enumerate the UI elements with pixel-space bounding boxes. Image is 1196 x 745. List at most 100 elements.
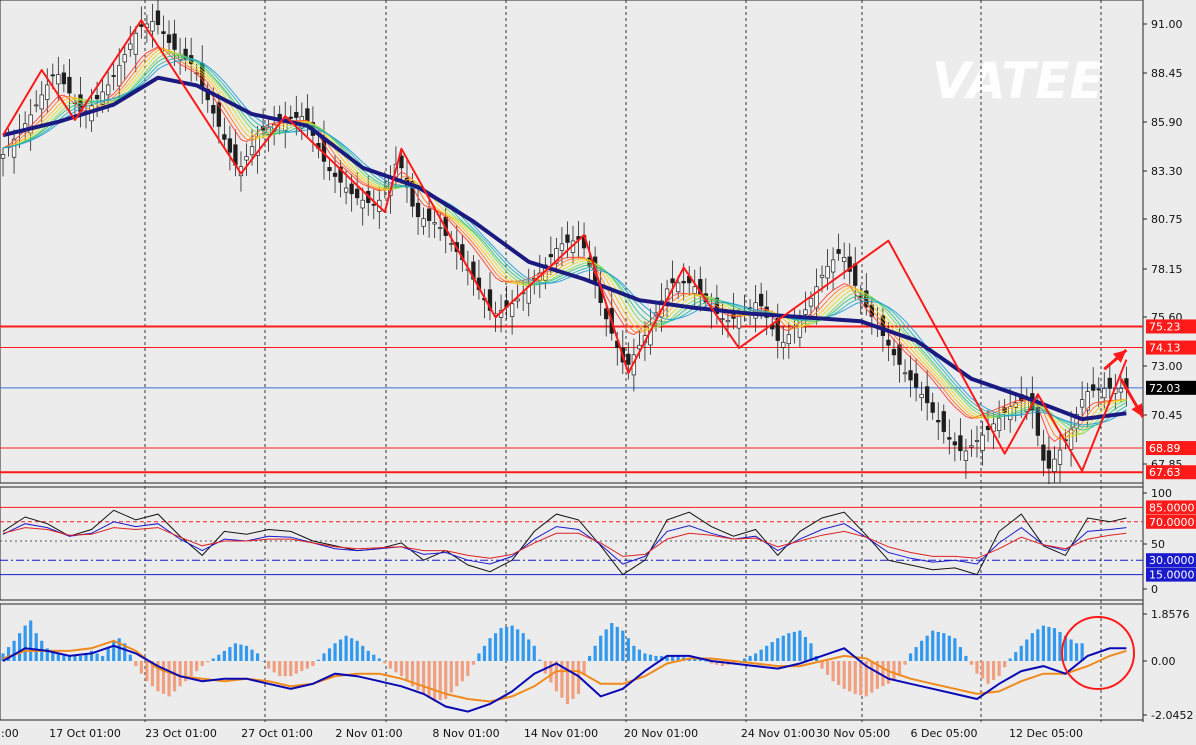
macd-histogram-bar: [399, 661, 404, 677]
macd-histogram-bar: [477, 653, 481, 661]
macd-histogram-bar: [239, 644, 243, 661]
macd-histogram-bar: [671, 655, 675, 661]
macd-histogram-bar: [34, 633, 38, 661]
candle-body: [681, 280, 686, 284]
macd-histogram-bar: [150, 661, 155, 687]
macd-histogram-bar: [167, 661, 171, 697]
candle-body: [161, 31, 166, 34]
candle-body: [969, 445, 974, 448]
macd-histogram-bar: [12, 640, 16, 661]
macd-histogram-bar: [338, 639, 343, 661]
candle-body: [1107, 377, 1112, 389]
candle-body: [847, 256, 852, 272]
macd-histogram-bar: [222, 650, 226, 661]
macd-histogram-bar: [488, 638, 492, 661]
macd-histogram-bar: [626, 638, 630, 661]
macd-histogram-bar: [145, 661, 149, 682]
candle-body: [509, 303, 515, 317]
candle-body: [338, 166, 343, 183]
current-price-tag-bg: [1146, 380, 1196, 395]
macd-histogram-bar: [532, 645, 536, 661]
macd-histogram-bar: [344, 635, 348, 661]
x-tick-label: 23 Oct 01:00: [145, 727, 217, 740]
candle-body: [355, 188, 360, 199]
macd-histogram-bar: [820, 661, 824, 669]
candle-body: [0, 154, 6, 159]
x-tick-label: 12 Dec 05:00: [1009, 727, 1083, 740]
candle-body: [1057, 449, 1063, 465]
candle-body: [105, 84, 111, 96]
ribbon-ma-line: [2, 59, 1127, 426]
macd-histogram-bar: [449, 661, 453, 693]
macd-histogram-bar: [1025, 639, 1029, 661]
candle-body: [565, 234, 570, 243]
macd-histogram-bar: [643, 653, 647, 661]
macd-histogram-bar: [665, 655, 669, 661]
osc-y-tick-label: 100: [1151, 487, 1172, 500]
macd-histogram-bar: [444, 661, 448, 699]
macd-histogram-bar: [1030, 633, 1034, 661]
macd-histogram-bar: [875, 661, 879, 689]
candle-body: [327, 167, 332, 172]
macd-histogram-bar: [289, 661, 293, 677]
macd-histogram-bar: [975, 661, 979, 674]
ribbon-ma-line: [2, 57, 1127, 428]
macd-histogram-bar: [294, 661, 298, 674]
candle-body: [781, 342, 786, 348]
macd-histogram-bar: [184, 661, 188, 682]
macd-histogram-bar: [659, 655, 664, 661]
candle-body: [819, 274, 825, 278]
macd-histogram-bar: [128, 654, 132, 661]
macd-histogram-bar: [117, 638, 121, 661]
candle-body: [1046, 450, 1052, 469]
x-tick-label: 20 Nov 01:00: [624, 727, 698, 740]
macd-histogram-bar: [178, 661, 182, 687]
candle-body: [808, 297, 814, 307]
macd-histogram-bar: [45, 648, 49, 661]
x-tick-label: 1:00: [0, 727, 19, 740]
macd-histogram-bar: [731, 661, 736, 664]
macd-histogram-bar: [593, 645, 597, 661]
candle-body: [122, 54, 127, 63]
macd-histogram-bar: [997, 661, 1001, 677]
macd-histogram-bar: [1063, 635, 1068, 661]
candle-body: [936, 420, 941, 423]
candle-body: [980, 434, 985, 451]
candle-body: [902, 372, 908, 375]
candle-body: [963, 450, 969, 461]
candle-body: [1085, 391, 1090, 411]
macd-histogram-bar: [676, 655, 680, 661]
candle-body: [604, 308, 609, 320]
macd-histogram-bar: [305, 661, 309, 669]
macd-histogram-bar: [123, 643, 127, 661]
macd-histogram-bar: [73, 655, 77, 661]
x-tick-label: 2 Nov 01:00: [335, 727, 402, 740]
candle-body: [919, 394, 924, 399]
macd-y-tick-label: 0.00: [1151, 655, 1176, 668]
macd-line: [2, 644, 1127, 713]
forecast-arrow-head: [1131, 403, 1143, 418]
candle-body: [720, 318, 725, 321]
macd-histogram-bar: [84, 653, 88, 661]
macd-histogram-bar: [29, 620, 33, 661]
candle-body: [913, 373, 919, 388]
macd-histogram-bar: [560, 661, 564, 698]
current-price-tag: 72.03: [1149, 382, 1181, 395]
macd-histogram-bar: [200, 661, 204, 667]
macd-histogram-bar: [316, 659, 321, 661]
level-tag: 68.89: [1149, 442, 1181, 455]
macd-histogram-bar: [95, 653, 99, 661]
macd-histogram-bar: [543, 661, 547, 674]
macd-histogram-bar: [908, 653, 913, 661]
macd-histogram-bar: [18, 633, 22, 661]
signal-line: [2, 639, 1127, 703]
macd-histogram-bar: [709, 661, 713, 664]
candle-body: [1091, 384, 1096, 391]
x-tick-label: 6 Dec 05:00: [911, 727, 978, 740]
candle-body: [50, 74, 55, 77]
macd-histogram-bar: [720, 661, 725, 667]
y-tick-label: 88.45: [1151, 67, 1183, 80]
candle-body: [1079, 399, 1085, 408]
macd-histogram-bar: [438, 661, 442, 701]
candle-body: [825, 265, 830, 279]
